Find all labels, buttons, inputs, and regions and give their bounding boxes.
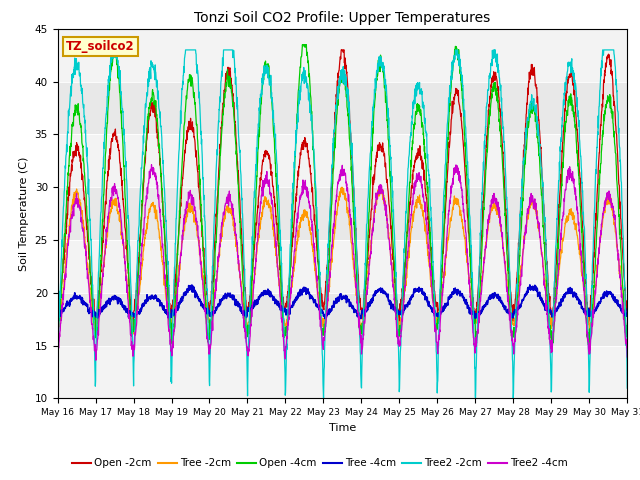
Tree2 -2cm	[623, 385, 631, 391]
Tree -4cm	[372, 288, 380, 294]
Open -2cm	[372, 164, 380, 169]
Open -2cm	[212, 214, 220, 219]
Open -4cm	[54, 314, 61, 320]
Tree2 -4cm	[92, 357, 100, 363]
Bar	[58, 346, 627, 398]
Tree2 -4cm	[573, 204, 581, 210]
Tree -2cm	[54, 325, 61, 331]
Tree2 -2cm	[589, 247, 597, 253]
Open -4cm	[359, 326, 367, 332]
Tree -4cm	[54, 311, 61, 317]
Tree2 -2cm	[372, 85, 380, 91]
Tree2 -2cm	[320, 396, 328, 401]
Tree -4cm	[321, 316, 329, 322]
Open -4cm	[573, 148, 581, 154]
Tree -2cm	[372, 203, 380, 208]
Tree2 -2cm	[213, 156, 221, 162]
Tree2 -4cm	[589, 307, 597, 313]
Line: Open -4cm: Open -4cm	[58, 45, 627, 348]
Open -4cm	[623, 323, 631, 328]
Tree -2cm	[589, 309, 597, 315]
Line: Tree -4cm: Tree -4cm	[58, 285, 627, 319]
Tree2 -2cm	[360, 316, 367, 322]
Tree2 -4cm	[213, 272, 221, 278]
Tree -2cm	[131, 332, 138, 337]
Line: Tree -2cm: Tree -2cm	[58, 187, 627, 335]
Tree -4cm	[623, 306, 631, 312]
Open -2cm	[508, 302, 516, 308]
Tree -4cm	[359, 307, 367, 313]
Tree -4cm	[508, 312, 516, 318]
Open -2cm	[54, 308, 61, 314]
Legend: Open -2cm, Tree -2cm, Open -4cm, Tree -4cm, Tree2 -2cm, Tree2 -4cm: Open -2cm, Tree -2cm, Open -4cm, Tree -4…	[68, 454, 572, 472]
Y-axis label: Soil Temperature (C): Soil Temperature (C)	[19, 156, 29, 271]
Open -2cm	[337, 47, 345, 53]
Line: Open -2cm: Open -2cm	[58, 50, 627, 326]
Tree2 -2cm	[573, 109, 581, 115]
Tree2 -4cm	[623, 354, 631, 360]
Open -2cm	[623, 308, 631, 314]
Tree2 -2cm	[509, 357, 516, 362]
Open -2cm	[359, 309, 367, 314]
Tree2 -4cm	[54, 355, 61, 360]
Title: Tonzi Soil CO2 Profile: Upper Temperatures: Tonzi Soil CO2 Profile: Upper Temperatur…	[195, 11, 490, 25]
Tree2 -2cm	[54, 378, 61, 384]
Tree -4cm	[573, 294, 581, 300]
Bar	[58, 240, 627, 293]
Tree2 -4cm	[372, 203, 380, 208]
Tree -2cm	[360, 312, 367, 318]
Open -2cm	[573, 129, 581, 134]
Text: TZ_soilco2: TZ_soilco2	[66, 40, 135, 53]
Open -4cm	[508, 334, 516, 340]
Open -4cm	[212, 232, 220, 238]
Tree -4cm	[589, 311, 597, 316]
Open -2cm	[548, 324, 556, 329]
Open -4cm	[299, 42, 307, 48]
Tree2 -2cm	[109, 47, 116, 53]
Tree -2cm	[623, 329, 631, 335]
Tree -2cm	[338, 184, 346, 190]
Open -2cm	[589, 270, 597, 276]
Tree -2cm	[573, 232, 581, 238]
X-axis label: Time: Time	[329, 423, 356, 432]
Open -4cm	[589, 296, 597, 301]
Bar	[58, 29, 627, 82]
Line: Tree2 -4cm: Tree2 -4cm	[58, 165, 627, 360]
Line: Tree2 -2cm: Tree2 -2cm	[58, 50, 627, 398]
Tree2 -4cm	[509, 336, 516, 341]
Bar	[58, 134, 627, 187]
Open -4cm	[586, 345, 593, 350]
Tree -2cm	[509, 320, 516, 326]
Tree2 -4cm	[148, 162, 156, 168]
Tree -4cm	[526, 282, 534, 288]
Tree -4cm	[212, 307, 220, 313]
Open -4cm	[372, 88, 380, 94]
Tree2 -4cm	[360, 331, 367, 336]
Tree -2cm	[213, 278, 221, 284]
